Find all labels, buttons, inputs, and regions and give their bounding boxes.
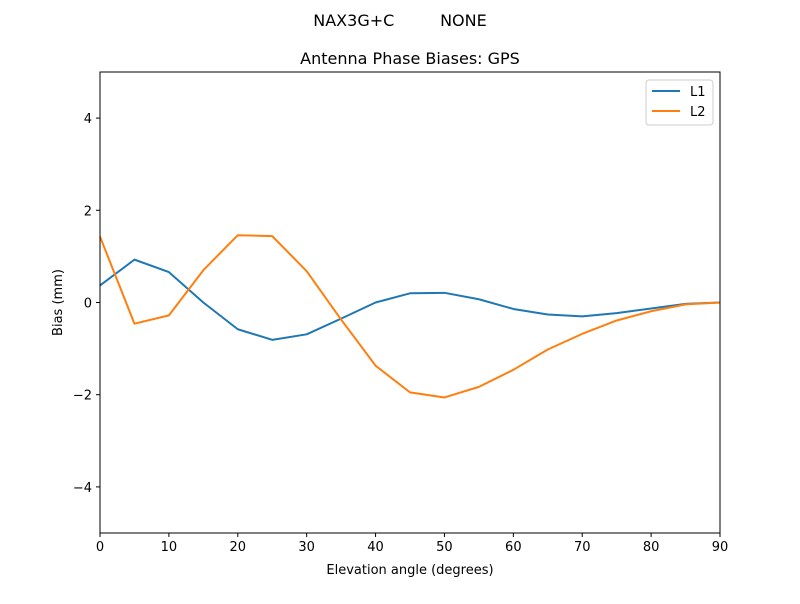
y-tick-label: 2 <box>84 204 92 219</box>
x-tick-label: 60 <box>505 540 522 555</box>
plot-frame <box>99 71 721 534</box>
series-line-l1 <box>99 258 721 341</box>
x-tick-label: 40 <box>367 540 384 555</box>
y-tick-label: 0 <box>84 297 92 312</box>
x-tick-label: 30 <box>298 540 315 555</box>
x-tick-label: 20 <box>230 540 247 555</box>
x-tick-label: 80 <box>643 540 660 555</box>
y-tick-label: −4 <box>73 481 92 496</box>
x-tick-label: 90 <box>712 540 729 555</box>
figure-suptitle: NAX3G+C NONE <box>313 11 486 30</box>
x-tick-label: 50 <box>436 540 453 555</box>
legend-label-l1: L1 <box>690 85 706 100</box>
y-tick-label: 4 <box>84 112 92 127</box>
x-tick-label: 70 <box>574 540 591 555</box>
chart-title: Antenna Phase Biases: GPS <box>300 49 520 68</box>
x-tick-label: 10 <box>161 540 178 555</box>
y-axis-label: Bias (mm) <box>51 269 66 336</box>
legend-label-l2: L2 <box>690 105 706 120</box>
y-tick-label: −2 <box>73 389 92 404</box>
x-axis-label: Elevation angle (degrees) <box>326 563 493 578</box>
series-line-l2 <box>99 234 721 399</box>
x-tick-label: 0 <box>96 540 104 555</box>
